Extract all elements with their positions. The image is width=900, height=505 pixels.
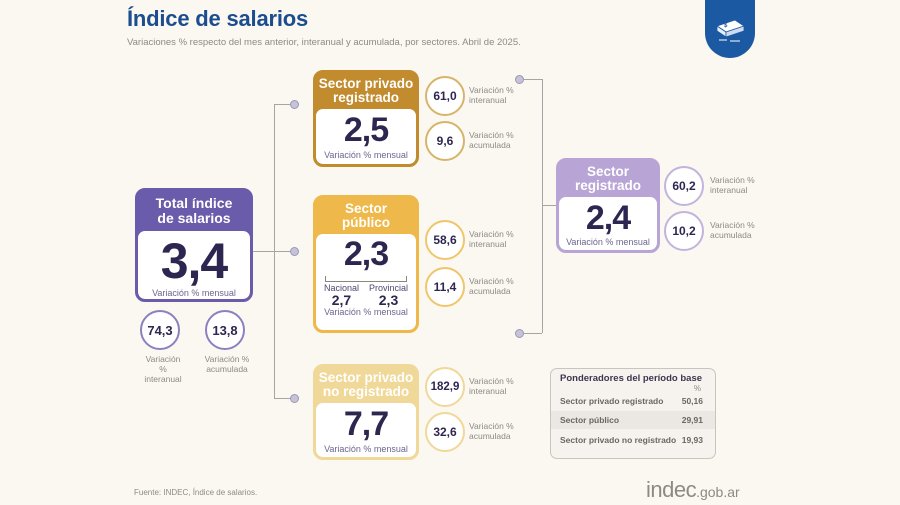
total-interanual-label: Variación % interanual [144, 354, 182, 384]
connector-line [252, 251, 274, 252]
interanual-label: Variación % interanual [469, 376, 514, 396]
registered-title-line2: registrado [574, 178, 642, 193]
indec-logo: indec.gob.ar [646, 477, 740, 502]
private-unregistered-value: 7,7 [343, 404, 389, 443]
public-title-line1: Sector [344, 200, 388, 216]
nacional-value: 2,7 [331, 292, 352, 308]
public-sector-box: Sector público 2,3 Nacional 2,7 Provinci… [313, 195, 419, 333]
total-interanual-value: 74,3 [147, 322, 173, 338]
acumulada-label: Variación % acumulada [469, 421, 514, 441]
registered-value: 2,4 [585, 198, 631, 237]
page-subtitle: Variaciones % respecto del mes anterior,… [127, 37, 521, 48]
connector-line [523, 333, 542, 334]
total-title-line1: Total índice [155, 195, 233, 212]
connector-line [542, 79, 543, 333]
connector-dot [290, 100, 299, 109]
connector-dot [290, 394, 299, 403]
acumulada-label: Variación % acumulada [469, 276, 514, 296]
acumulada-label: Variación % acumulada [469, 130, 514, 150]
public-sublabel: Variación % mensual [324, 307, 408, 317]
total-acumulada-value: 13,8 [212, 322, 238, 338]
private-unregistered-acumulada-circle: 32,6 [425, 412, 465, 452]
nacional-label: Nacional [323, 283, 359, 293]
registered-acumulada-circle: 10,2 [664, 211, 704, 251]
weights-table-title: Ponderadores del período base [560, 373, 703, 384]
weights-table: Ponderadores del período base % Sector p… [550, 368, 716, 459]
page-title: Índice de salarios [127, 6, 309, 31]
public-title-line2: público [342, 215, 390, 230]
registered-title-line1: Sector [586, 163, 630, 179]
connector-line [523, 79, 542, 80]
public-interanual-circle: 58,6 [425, 220, 465, 260]
weights-row: Sector público 29,91 [551, 411, 715, 429]
private-registered-title-line1: Sector privado [318, 75, 414, 91]
connector-dot [515, 75, 524, 84]
private-registered-value: 2,5 [343, 111, 389, 149]
total-title-line2: de salarios [157, 210, 231, 226]
svg-text:$: $ [724, 23, 728, 29]
money-stack-icon: $ [705, 0, 755, 58]
total-sublabel: Variación % mensual [152, 288, 236, 298]
interanual-label: Variación % interanual [469, 85, 514, 105]
source-note: Fuente: INDEC, Índice de salarios. [134, 488, 258, 497]
bracket [325, 276, 407, 282]
connector-line [542, 205, 556, 206]
connector-dot [290, 247, 299, 256]
interanual-label: Variación % interanual [469, 229, 514, 249]
connector-line [274, 251, 292, 252]
private-unregistered-title-line2: no registrado [322, 384, 410, 399]
interanual-label: Variación % interanual [710, 175, 755, 195]
private-registered-sublabel: Variación % mensual [324, 150, 408, 160]
private-unregistered-sublabel: Variación % mensual [324, 443, 408, 454]
weights-unit: % [693, 384, 701, 393]
registered-interanual-circle: 60,2 [664, 166, 704, 206]
weights-row: Sector privado registrado 50,16 [560, 395, 703, 406]
total-index-box: Total índice de salarios 3,4 Variación %… [135, 188, 253, 302]
private-registered-interanual-circle: 61,0 [425, 76, 465, 116]
total-value: 3,4 [160, 233, 229, 289]
total-interanual-circle: 74,3 [140, 310, 180, 350]
private-registered-title-line2: registrado [332, 90, 400, 105]
total-acumulada-label: Variación % acumulada [204, 354, 250, 374]
private-unregistered-title-line1: Sector privado [318, 369, 414, 385]
private-registered-box: Sector privado registrado 2,5 Variación … [313, 70, 419, 167]
connector-line [274, 398, 292, 399]
provincial-label: Provincial [369, 283, 409, 293]
acumulada-label: Variación % acumulada [710, 220, 755, 240]
connector-line [274, 104, 292, 105]
registered-sublabel: Variación % mensual [566, 236, 650, 247]
private-unregistered-box: Sector privado no registrado 7,7 Variaci… [313, 364, 419, 460]
weights-row: Sector privado no registrado 19,93 [560, 435, 703, 445]
provincial-value: 2,3 [378, 292, 399, 308]
private-registered-acumulada-circle: 9,6 [425, 121, 465, 161]
public-value: 2,3 [343, 235, 389, 273]
total-acumulada-circle: 13,8 [205, 310, 245, 350]
private-unregistered-interanual-circle: 182,9 [425, 367, 465, 407]
connector-dot [515, 329, 524, 338]
public-acumulada-circle: 11,4 [425, 267, 465, 307]
registered-sector-box: Sector registrado 2,4 Variación % mensua… [556, 158, 660, 253]
